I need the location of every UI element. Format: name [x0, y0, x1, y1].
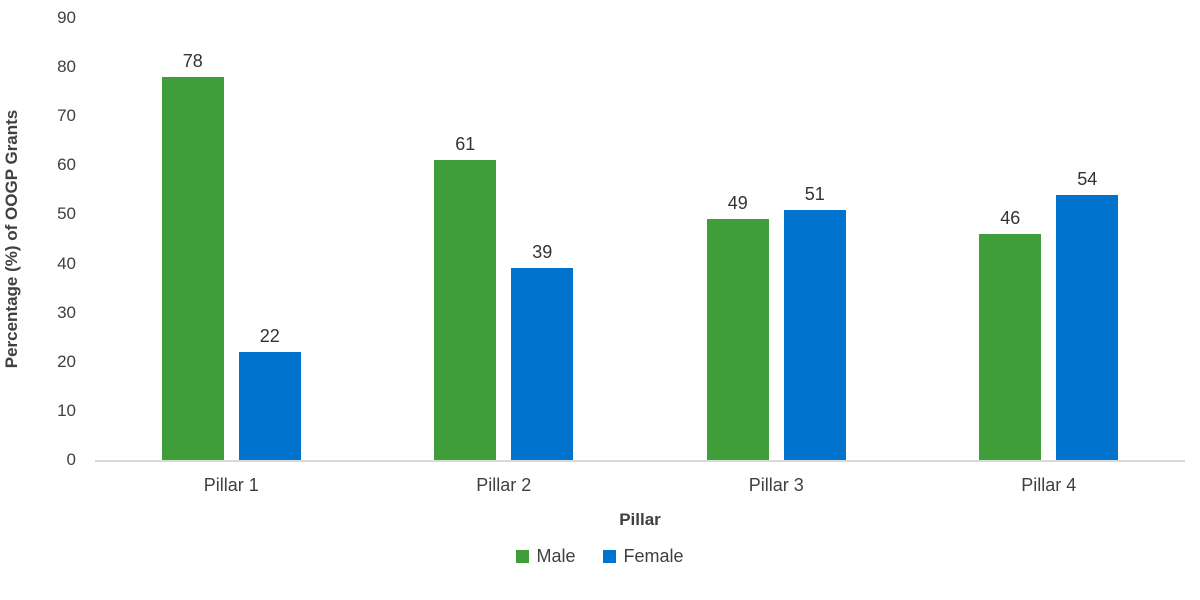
legend-item-male: Male: [516, 545, 575, 567]
bar-value-label: 39: [532, 242, 553, 263]
x-category-label: Pillar 1: [203, 475, 259, 495]
bar-female-pillar-4: 54: [1056, 169, 1119, 460]
legend-item-female: Female: [603, 545, 684, 567]
x-category-label: Pillar 4: [1021, 475, 1077, 495]
y-tick-label: 0: [66, 450, 76, 469]
y-tick-label: 10: [57, 400, 76, 420]
y-tick-label: 90: [57, 8, 76, 27]
bar-group-pillar-4: 46 54: [979, 18, 1119, 460]
legend: Male Female: [0, 545, 1200, 567]
bar-value-label: 54: [1077, 168, 1098, 189]
y-tick-label: 40: [57, 253, 76, 273]
bar-female-pillar-2: 39: [511, 242, 574, 460]
bar-male-pillar-1: 78: [161, 51, 224, 460]
y-tick-label: 60: [57, 155, 76, 175]
x-category-label: Pillar 2: [476, 475, 532, 495]
x-category-label: Pillar 3: [748, 475, 804, 495]
bar-value-label: 78: [182, 50, 203, 71]
bar-value-label: 61: [455, 134, 476, 155]
y-tick-label: 30: [57, 302, 76, 322]
bar-male-pillar-3: 49: [706, 193, 769, 460]
bar-value-label: 51: [804, 183, 825, 204]
legend-label: Female: [623, 546, 684, 566]
bar-value-label: 46: [1000, 208, 1021, 229]
legend-label: Male: [536, 546, 576, 566]
bar-value-label: 22: [259, 325, 280, 346]
x-axis-title: Pillar: [619, 510, 661, 529]
y-tick-label: 50: [57, 204, 76, 224]
bar-male-pillar-2: 61: [434, 134, 497, 460]
bar-group-pillar-1: 78 22: [161, 18, 301, 460]
y-tick-label: 70: [57, 106, 76, 126]
y-axis-ticks: 0 10 20 30 40 50 60 70 80 90: [0, 8, 76, 469]
legend-swatch-icon: [516, 549, 530, 563]
legend-swatch-icon: [603, 549, 617, 563]
bar-group-pillar-3: 49 51: [706, 18, 846, 460]
y-tick-label: 20: [57, 351, 76, 371]
bar-female-pillar-1: 22: [238, 326, 301, 460]
bar-male-pillar-4: 46: [979, 208, 1042, 460]
y-tick-label: 80: [57, 57, 76, 77]
x-axis-categories: Pillar 1 Pillar 2 Pillar 3 Pillar 4: [95, 473, 1185, 497]
plot-area: 78 22 61 39 49 51 46 54: [95, 18, 1185, 462]
bar-group-pillar-2: 61 39: [434, 18, 574, 460]
bar-value-label: 49: [727, 193, 748, 214]
bar-female-pillar-3: 51: [783, 184, 846, 460]
